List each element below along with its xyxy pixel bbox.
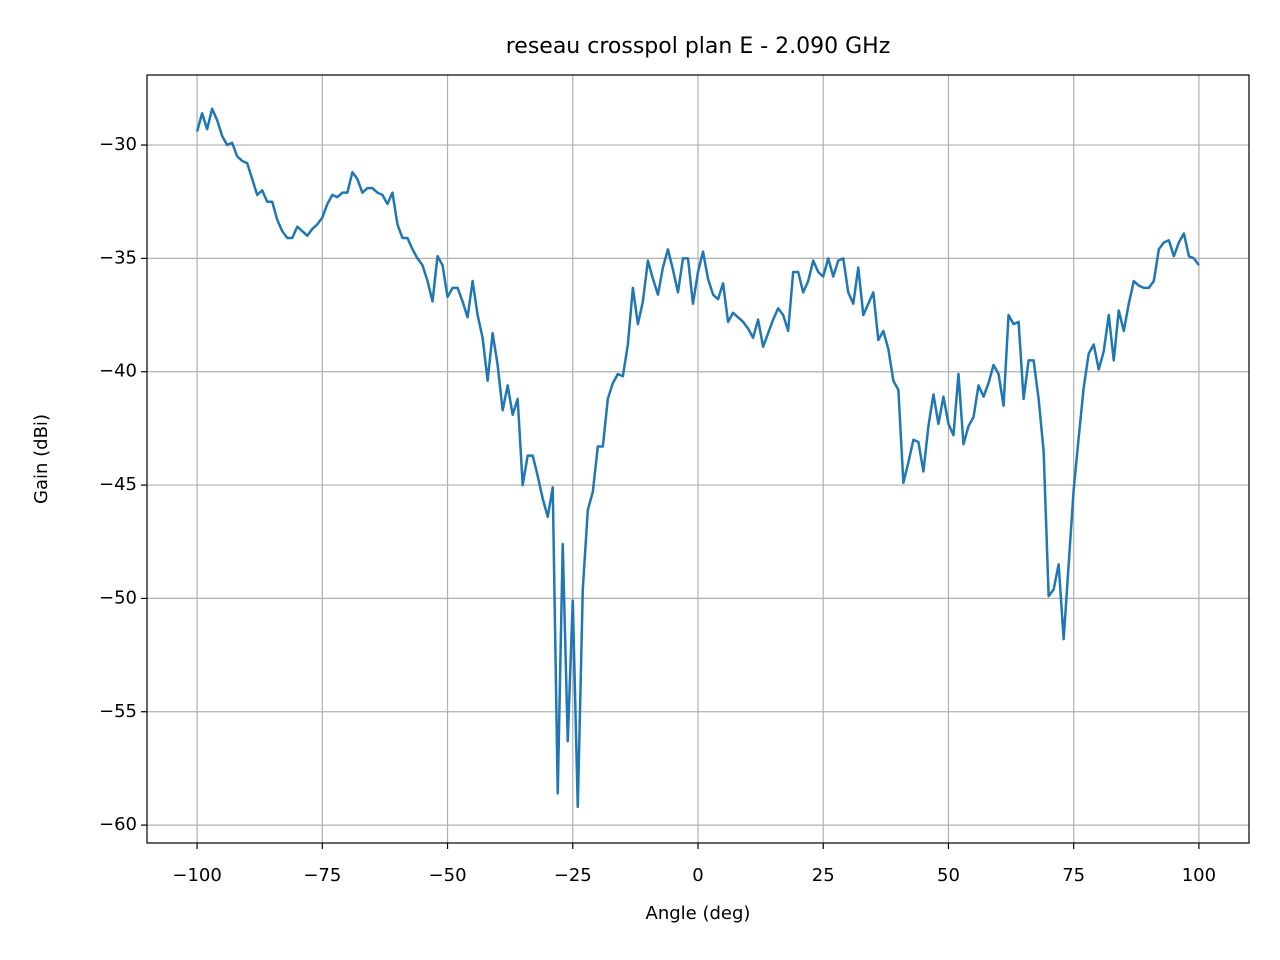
x-tick-label: −100 xyxy=(172,865,221,886)
y-tick-label: −50 xyxy=(99,587,137,608)
y-tick-label: −55 xyxy=(99,701,137,722)
y-tick-label: −40 xyxy=(99,361,137,382)
x-tick-label: 75 xyxy=(1062,865,1085,886)
x-tick-label: −50 xyxy=(429,865,467,886)
x-tick-label: 100 xyxy=(1182,865,1216,886)
x-tick-label: 0 xyxy=(692,865,703,886)
x-axis-label: Angle (deg) xyxy=(646,903,751,924)
x-tick-label: −25 xyxy=(554,865,592,886)
x-tick-label: −75 xyxy=(303,865,341,886)
data-line xyxy=(195,107,1200,809)
plot-frame xyxy=(146,74,1250,844)
y-axis-label: Gain (dBi) xyxy=(31,414,52,504)
y-tick-label: −45 xyxy=(99,474,137,495)
y-tick-label: −35 xyxy=(99,247,137,268)
chart-title: reseau crosspol plan E - 2.090 GHz xyxy=(506,34,891,59)
x-tick-label: 25 xyxy=(812,865,835,886)
y-tick-label: −30 xyxy=(99,134,137,155)
y-tick-label: −60 xyxy=(99,814,137,835)
x-tick-label: 50 xyxy=(937,865,960,886)
